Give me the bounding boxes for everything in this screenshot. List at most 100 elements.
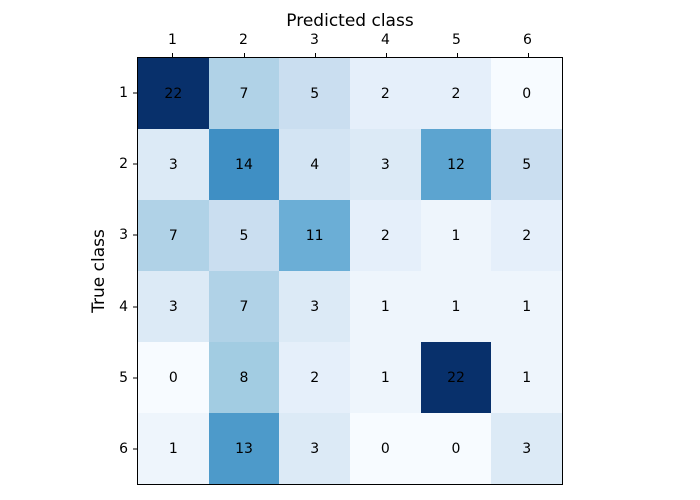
heatmap-cell: 7 bbox=[138, 200, 209, 271]
x-tick-label: 4 bbox=[381, 32, 390, 48]
x-tick-label: 2 bbox=[239, 32, 248, 48]
cell-value: 7 bbox=[239, 298, 249, 315]
cell-value: 7 bbox=[239, 85, 249, 102]
y-tick-label: 3 bbox=[119, 227, 128, 244]
heatmap-cell: 3 bbox=[138, 129, 209, 200]
cell-value: 5 bbox=[239, 227, 249, 244]
heatmap-cell: 1 bbox=[349, 271, 421, 342]
cell-value: 3 bbox=[168, 156, 178, 173]
x-tick-labels: 1 2 3 4 5 6 bbox=[137, 32, 563, 49]
x-axis-title: Predicted class bbox=[286, 11, 414, 31]
heatmap-cell: 1 bbox=[420, 271, 492, 342]
cell-value: 0 bbox=[380, 440, 390, 457]
cell-value: 1 bbox=[168, 440, 178, 457]
cell-value: 7 bbox=[168, 227, 178, 244]
y-tick-marks bbox=[133, 57, 137, 485]
x-tick-label: 6 bbox=[523, 32, 532, 48]
heatmap-cell: 5 bbox=[208, 200, 280, 271]
cell-value: 1 bbox=[380, 298, 390, 315]
cell-value: 14 bbox=[235, 156, 253, 173]
cell-value: 11 bbox=[305, 227, 324, 244]
cell-value: 22 bbox=[447, 369, 465, 386]
heatmap-cell: 5 bbox=[279, 58, 350, 129]
y-tick-label: 6 bbox=[119, 441, 128, 458]
heatmap-cell: 2 bbox=[491, 200, 562, 271]
heatmap-cell: 0 bbox=[349, 413, 421, 484]
cell-value: 13 bbox=[235, 440, 253, 457]
x-tick-mark bbox=[172, 53, 174, 57]
y-tick-mark bbox=[133, 163, 137, 165]
x-tick-mark bbox=[314, 53, 316, 57]
cell-value: 2 bbox=[522, 227, 532, 244]
heatmap-cell: 7 bbox=[208, 58, 280, 129]
cell-value: 1 bbox=[451, 227, 461, 244]
heatmap-cell: 22 bbox=[138, 58, 209, 129]
y-tick-mark bbox=[133, 377, 137, 379]
heatmap-cell: 5 bbox=[491, 129, 562, 200]
x-tick-marks bbox=[137, 53, 563, 57]
y-tick-mark bbox=[133, 234, 137, 236]
cell-value: 0 bbox=[451, 440, 461, 457]
heatmap-cell: 1 bbox=[491, 342, 562, 413]
heatmap-cell: 13 bbox=[208, 413, 280, 484]
cell-value: 2 bbox=[380, 227, 390, 244]
heatmap-cell: 2 bbox=[420, 58, 492, 129]
cell-value: 0 bbox=[522, 85, 532, 102]
y-tick-mark bbox=[133, 306, 137, 308]
cell-value: 12 bbox=[447, 156, 465, 173]
cell-value: 22 bbox=[164, 85, 183, 102]
heatmap-cell: 14 bbox=[208, 129, 280, 200]
heatmap-cell: 0 bbox=[491, 58, 562, 129]
heatmap-cell: 3 bbox=[349, 129, 421, 200]
cell-value: 8 bbox=[239, 369, 249, 386]
heatmap-cell: 1 bbox=[138, 413, 209, 484]
cell-value: 1 bbox=[522, 369, 532, 386]
x-tick-mark bbox=[527, 53, 529, 57]
y-tick-labels: 1 2 3 4 5 6 bbox=[85, 57, 128, 485]
heatmap-cell: 7 bbox=[208, 271, 280, 342]
heatmap-cell: 3 bbox=[138, 271, 209, 342]
heatmap-cell: 8 bbox=[208, 342, 280, 413]
cell-value: 3 bbox=[310, 298, 320, 315]
cell-value: 2 bbox=[451, 85, 461, 102]
heatmap-cell: 1 bbox=[349, 342, 421, 413]
cell-value: 5 bbox=[522, 156, 532, 173]
cell-value: 4 bbox=[310, 156, 320, 173]
heatmap-cell: 2 bbox=[349, 200, 421, 271]
heatmap-cell: 11 bbox=[279, 200, 350, 271]
y-tick-label: 2 bbox=[119, 156, 128, 172]
heatmap-cell: 3 bbox=[491, 413, 562, 484]
y-tick-label: 4 bbox=[119, 298, 128, 315]
x-tick-mark bbox=[243, 53, 245, 57]
cell-value: 0 bbox=[168, 369, 178, 386]
x-tick-label: 5 bbox=[452, 32, 461, 48]
y-tick-label: 5 bbox=[119, 370, 128, 386]
heatmap-cell: 1 bbox=[491, 271, 562, 342]
cell-value: 2 bbox=[380, 85, 390, 102]
heatmap-cell: 2 bbox=[349, 58, 421, 129]
cell-value: 1 bbox=[380, 369, 390, 386]
heatmap-cell: 12 bbox=[420, 129, 492, 200]
heatmap-cell: 0 bbox=[138, 342, 209, 413]
x-tick-label: 1 bbox=[168, 32, 177, 48]
x-tick-label: 3 bbox=[310, 32, 319, 48]
cell-value: 2 bbox=[310, 369, 320, 386]
y-axis-title: True class bbox=[89, 229, 109, 313]
heatmap-cell: 3 bbox=[279, 271, 350, 342]
x-tick-mark bbox=[385, 53, 387, 57]
heatmap-cell: 1 bbox=[420, 200, 492, 271]
cell-value: 3 bbox=[380, 156, 390, 173]
cell-value: 3 bbox=[310, 440, 320, 457]
heatmap-cell: 3 bbox=[279, 413, 350, 484]
cell-value: 1 bbox=[522, 298, 532, 315]
cell-value: 5 bbox=[310, 85, 320, 102]
heatmap-cell: 0 bbox=[420, 413, 492, 484]
cell-value: 3 bbox=[168, 298, 178, 315]
heatmap-cell: 22 bbox=[420, 342, 492, 413]
cell-value: 3 bbox=[522, 440, 532, 457]
y-tick-label: 1 bbox=[119, 84, 128, 101]
heatmap-cell: 4 bbox=[279, 129, 350, 200]
heatmap-cell: 2 bbox=[279, 342, 350, 413]
y-tick-mark bbox=[133, 448, 137, 450]
